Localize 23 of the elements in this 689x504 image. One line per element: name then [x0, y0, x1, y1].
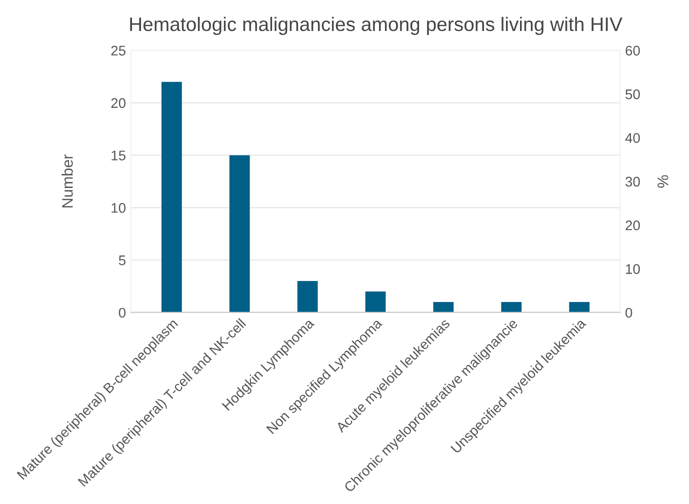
- y-tick-label: 20: [111, 98, 126, 108]
- y-tick-label: 15: [112, 150, 126, 160]
- y2-tick-label: 30: [625, 176, 640, 187]
- y-axis-title: Number: [62, 154, 73, 208]
- y-tick-label: 5: [118, 256, 126, 266]
- y2-tick-label: 40: [625, 133, 640, 143]
- bar: [161, 82, 182, 312]
- y2-tick-label: 10: [626, 264, 640, 274]
- y2-tick-label: 50: [626, 89, 640, 100]
- bar: [501, 302, 522, 312]
- y-tick-label: 0: [118, 308, 126, 318]
- y-tick-label: 10: [112, 202, 126, 213]
- y2-axis-title: %: [658, 175, 668, 188]
- bar: [297, 281, 318, 312]
- y2-tick-label: 60: [626, 46, 640, 56]
- bar: [229, 155, 250, 312]
- bar: [433, 302, 454, 312]
- bar: [365, 292, 386, 312]
- y-tick-label: 25: [111, 46, 126, 56]
- chart-title: Hematologic malignancies among persons living with HIV: [130, 16, 622, 35]
- y2-tick-label: 20: [626, 220, 640, 230]
- y2-tick-label: 0: [626, 308, 632, 318]
- bar: [569, 302, 590, 312]
